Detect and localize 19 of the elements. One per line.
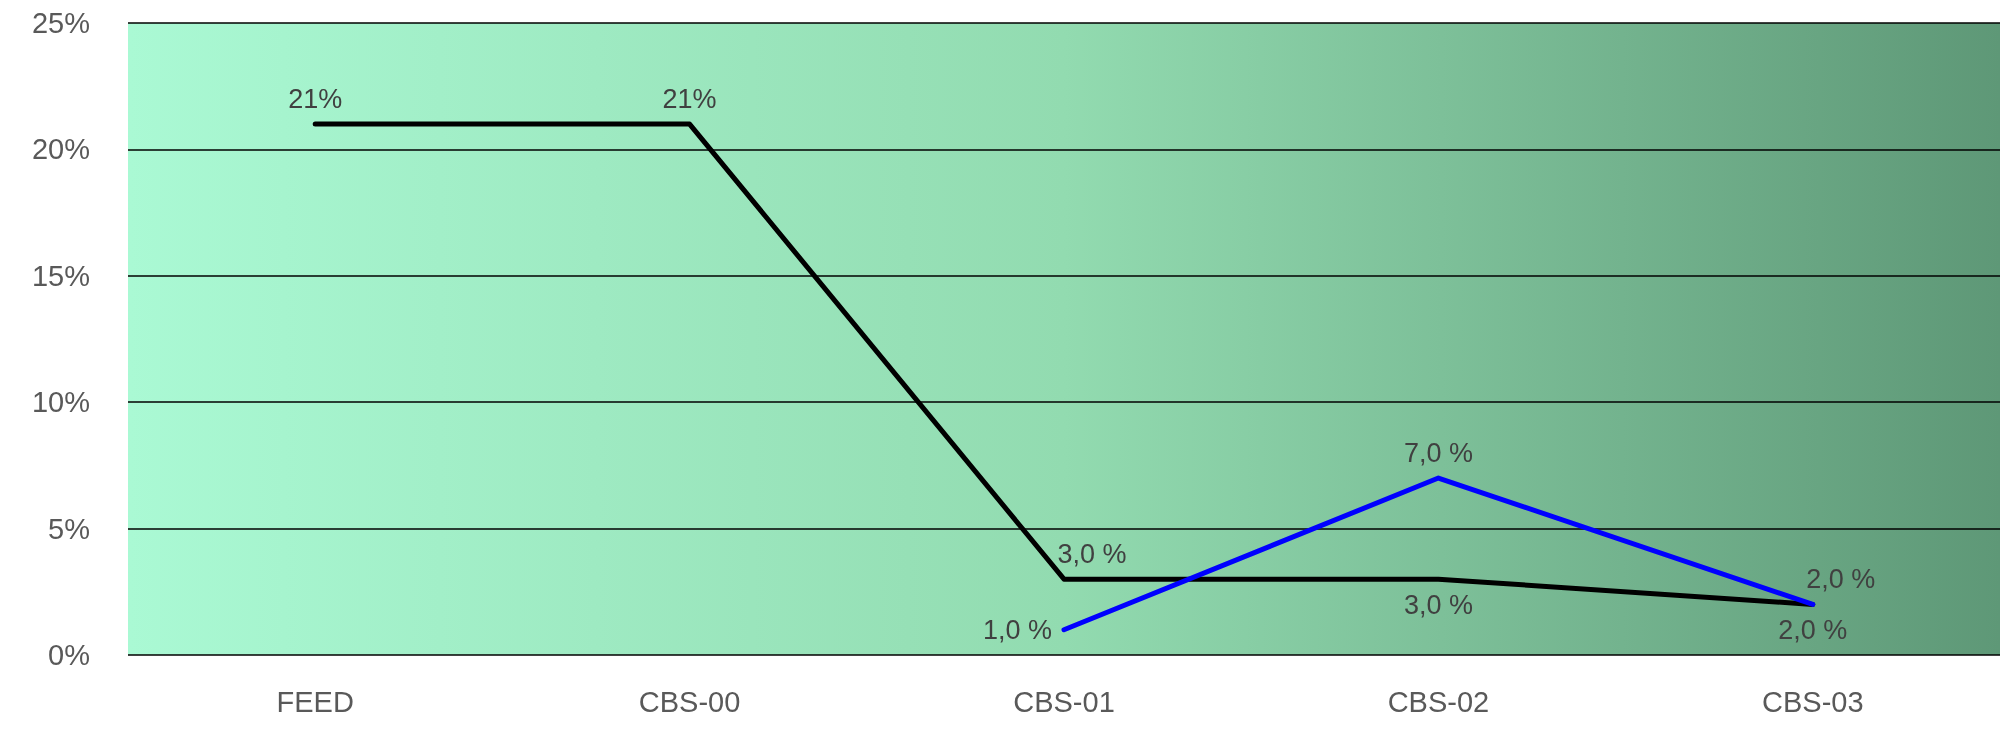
data-label: 2,0 %: [1778, 614, 1848, 645]
data-label: 21%: [662, 83, 717, 114]
data-label: 1,0 %: [982, 614, 1052, 645]
data-label: 3,0 %: [1403, 589, 1473, 620]
y-tick-label: 20%: [31, 133, 90, 166]
x-tick-label: CBS-02: [1387, 685, 1490, 718]
x-tick-label: CBS-03: [1762, 685, 1864, 718]
y-tick-label: 10%: [31, 386, 90, 419]
data-label: 7,0 %: [1403, 437, 1473, 468]
data-label: 21%: [288, 83, 343, 114]
x-tick-label: FEED: [276, 685, 354, 718]
x-tick-label: CBS-00: [638, 685, 741, 718]
y-tick-label: 5%: [48, 512, 90, 545]
y-tick-label: 25%: [31, 7, 90, 39]
x-tick-label: CBS-01: [1013, 685, 1115, 718]
data-label: 3,0 %: [1057, 538, 1127, 569]
data-label: 2,0 %: [1806, 563, 1876, 594]
y-tick-label: 0%: [48, 639, 90, 671]
y-tick-label: 15%: [31, 259, 90, 292]
